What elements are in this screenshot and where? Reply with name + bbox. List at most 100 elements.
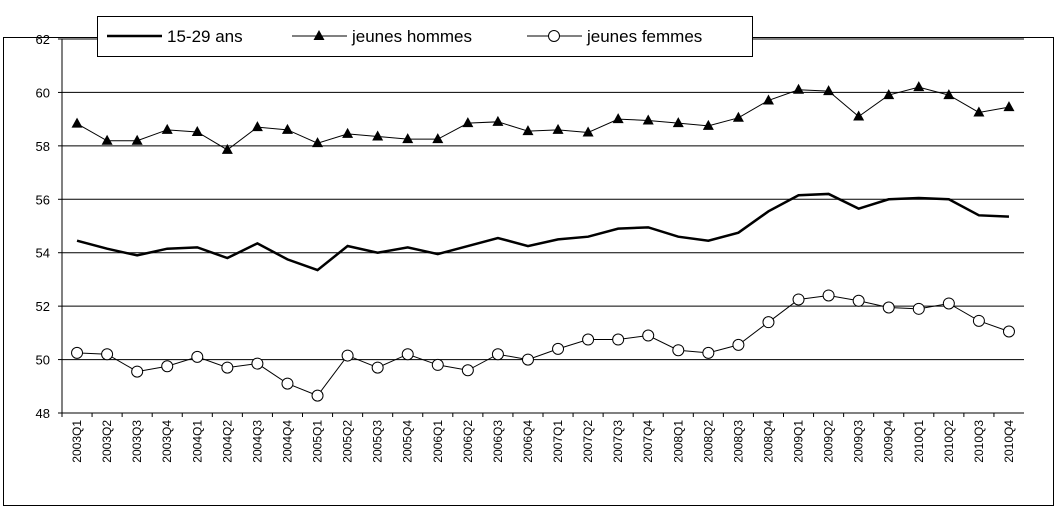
x-tick-label: 2004Q4 — [280, 420, 294, 463]
circle-marker — [401, 348, 414, 361]
legend-box — [97, 16, 753, 57]
x-tick-label: 2010Q3 — [972, 420, 986, 463]
x-tick-label: 2004Q3 — [250, 420, 264, 463]
x-tick-label: 2009Q2 — [822, 420, 836, 463]
series-line — [76, 86, 1010, 151]
triangle-marker — [161, 123, 173, 134]
circle-marker — [131, 365, 144, 378]
triangle-marker — [642, 114, 654, 125]
triangle-marker — [853, 110, 865, 121]
x-tick-label: 2007Q3 — [611, 420, 625, 463]
x-tick-label: 2010Q1 — [912, 420, 926, 463]
y-tick-label: 52 — [36, 299, 50, 314]
y-tick-label: 58 — [36, 139, 50, 154]
y-tick-label: 62 — [36, 32, 50, 47]
circle-marker — [612, 333, 625, 346]
y-tick-label: 56 — [36, 192, 50, 207]
circle-marker — [191, 350, 204, 363]
y-tick-label: 50 — [36, 353, 50, 368]
series-line — [76, 192, 1010, 272]
triangle-marker — [131, 134, 143, 145]
triangle-marker — [762, 94, 774, 105]
circle-marker — [371, 361, 384, 374]
x-tick-label: 2009Q4 — [882, 420, 896, 463]
triangle-marker — [372, 130, 384, 141]
x-tick-label: 2008Q4 — [761, 420, 775, 463]
legend-label: jeunes femmes — [586, 27, 702, 46]
circle-marker — [221, 361, 234, 374]
y-tick-label: 60 — [36, 85, 50, 100]
triangle-marker — [71, 117, 83, 128]
circle-marker — [341, 349, 354, 362]
triangle-marker — [973, 106, 985, 117]
circle-marker — [311, 389, 324, 402]
y-tick-label: 54 — [36, 246, 50, 261]
triangle-marker — [402, 133, 414, 144]
triangle-marker — [913, 81, 925, 92]
x-tick-label: 2006Q3 — [491, 420, 505, 463]
circle-marker — [548, 30, 560, 42]
x-tick-label: 2007Q2 — [581, 420, 595, 463]
circle-marker — [642, 329, 655, 342]
legend: 15-29 ans jeunes hommes jeunes femmes — [97, 16, 753, 57]
circle-marker — [822, 289, 835, 302]
x-tick-label: 2006Q1 — [431, 420, 445, 463]
circle-marker — [792, 293, 805, 306]
triangle-marker — [943, 89, 955, 100]
x-tick-label: 2004Q1 — [190, 420, 204, 463]
circle-marker — [732, 338, 745, 351]
triangle-marker — [281, 123, 293, 134]
circle-marker — [672, 344, 685, 357]
x-tick-label: 2010Q2 — [942, 420, 956, 463]
triangle-marker — [101, 134, 113, 145]
circle-marker — [882, 301, 895, 314]
circle-marker — [762, 316, 775, 329]
x-tick-label: 2008Q1 — [671, 420, 685, 463]
circle-marker — [942, 297, 955, 310]
circle-marker — [521, 353, 534, 366]
triangle-marker — [191, 125, 203, 136]
circle-marker — [1002, 325, 1015, 338]
x-tick-label: 2005Q1 — [311, 420, 325, 463]
triangle-marker — [313, 30, 325, 40]
triangle-marker — [522, 125, 534, 136]
x-tick-label: 2007Q4 — [641, 420, 655, 463]
x-tick-label: 2008Q3 — [731, 420, 745, 463]
triangle-marker — [1003, 101, 1015, 112]
circle-marker — [972, 314, 985, 327]
triangle-marker — [251, 121, 263, 132]
x-tick-label: 2007Q1 — [551, 420, 565, 463]
circle-marker — [852, 294, 865, 307]
circle-marker — [491, 348, 504, 361]
circle-marker — [161, 360, 174, 373]
circle-marker — [912, 302, 925, 315]
triangle-marker — [312, 137, 324, 148]
x-tick-label: 2009Q3 — [852, 420, 866, 463]
circle-marker — [431, 358, 444, 371]
x-tick-label: 2003Q3 — [130, 420, 144, 463]
series-line — [77, 294, 1010, 397]
circle-marker — [251, 357, 264, 370]
triangle-marker — [612, 113, 624, 124]
triangle-marker — [823, 85, 835, 96]
triangle-marker — [732, 111, 744, 122]
x-tick-label: 2008Q2 — [701, 420, 715, 463]
x-tick-label: 2006Q4 — [521, 420, 535, 463]
triangle-marker — [462, 117, 474, 128]
circle-marker — [702, 346, 715, 359]
x-tick-label: 2010Q4 — [1002, 420, 1016, 463]
x-tick-label: 2009Q1 — [792, 420, 806, 463]
triangle-marker — [342, 127, 354, 138]
triangle-marker — [793, 83, 805, 94]
circle-marker — [281, 377, 294, 390]
x-tick-label: 2005Q2 — [341, 420, 355, 463]
x-tick-label: 2003Q2 — [100, 420, 114, 463]
triangle-marker — [221, 143, 233, 154]
y-tick-label: 48 — [36, 406, 50, 421]
triangle-marker — [492, 115, 504, 126]
circle-marker — [71, 346, 84, 359]
circle-marker — [101, 348, 114, 361]
x-tick-label: 2006Q2 — [461, 420, 475, 463]
x-tick-label: 2003Q4 — [160, 420, 174, 463]
